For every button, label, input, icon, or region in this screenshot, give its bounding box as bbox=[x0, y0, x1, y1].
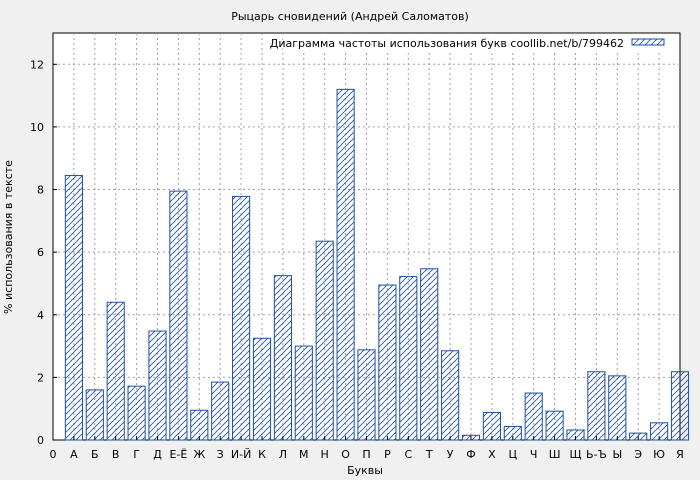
x-tick-label: Э bbox=[634, 448, 642, 461]
bar bbox=[252, 337, 272, 441]
x-tick-label: Ш bbox=[549, 448, 561, 461]
x-tick-label: Б bbox=[91, 448, 99, 461]
bars bbox=[64, 88, 690, 441]
x-tick-label: О bbox=[341, 448, 350, 461]
x-tick-label: К bbox=[258, 448, 266, 461]
x-tick-label: Ф bbox=[466, 448, 475, 461]
x-tick-label: Т bbox=[425, 448, 433, 461]
chart-title: Рыцарь сновидений (Андрей Саломатов) bbox=[231, 10, 469, 23]
x-tick-label: Ц bbox=[509, 448, 518, 461]
bar bbox=[106, 301, 125, 441]
x-tick-label: Н bbox=[321, 448, 329, 461]
x-tick-label: Я bbox=[676, 448, 684, 461]
bar bbox=[399, 276, 418, 441]
x-tick-label: С bbox=[404, 448, 412, 461]
bar bbox=[482, 411, 501, 441]
bar bbox=[378, 284, 397, 441]
x-tick-label: И-Й bbox=[231, 448, 251, 461]
x-tick-label: М bbox=[299, 448, 309, 461]
x-tick-label: Ж bbox=[193, 448, 205, 461]
x-tick-label: Р bbox=[384, 448, 391, 461]
bar bbox=[587, 371, 606, 441]
x-tick-label: Е-Ё bbox=[169, 448, 187, 461]
y-tick-label: 2 bbox=[37, 371, 44, 384]
x-tick-label: З bbox=[217, 448, 224, 461]
bar bbox=[670, 371, 690, 441]
bar bbox=[545, 410, 564, 441]
x-tick-label: Ю bbox=[653, 448, 665, 461]
bar bbox=[127, 385, 146, 441]
y-tick-label: 0 bbox=[37, 434, 44, 447]
y-tick-label: 6 bbox=[37, 246, 44, 259]
legend-label: Диаграмма частоты использования букв coo… bbox=[270, 37, 624, 50]
x-tick-label: Щ bbox=[569, 448, 581, 461]
bar bbox=[336, 88, 355, 441]
bar bbox=[357, 349, 376, 441]
y-tick-label: 8 bbox=[37, 184, 44, 197]
x-tick-label: У bbox=[447, 448, 454, 461]
x-axis-ticks: 0 А Б В Г Д Е-Ё Ж З И-Й К Л М Н О П Р С Т У Ф Х Ц Ч Ш Щ Ь-Ъ Ы Э Ю Я bbox=[50, 436, 684, 461]
legend-box bbox=[283, 34, 678, 52]
x-tick-label: Ь-Ъ bbox=[586, 448, 607, 461]
legend: Диаграмма частоты использования букв coo… bbox=[270, 34, 678, 52]
y-axis-label: % использования в тексте bbox=[2, 160, 15, 314]
y-tick-label: 10 bbox=[30, 121, 44, 134]
bar bbox=[211, 381, 230, 441]
x-tick-label: Л bbox=[279, 448, 287, 461]
y-tick-label: 4 bbox=[37, 309, 44, 322]
bar bbox=[273, 275, 292, 441]
bar bbox=[608, 375, 627, 441]
y-tick-label: 12 bbox=[30, 58, 44, 71]
y-axis-ticks: 0 2 4 6 8 10 12 bbox=[30, 58, 57, 447]
x-tick-label: А bbox=[70, 448, 78, 461]
bar bbox=[232, 195, 251, 441]
x-tick-label: Х bbox=[488, 448, 496, 461]
bar bbox=[315, 240, 334, 441]
x-tick-label: П bbox=[362, 448, 370, 461]
bar bbox=[169, 190, 188, 441]
x-tick-label: В bbox=[112, 448, 120, 461]
x-tick-label: Ы bbox=[612, 448, 622, 461]
legend-swatch bbox=[631, 38, 665, 46]
bar bbox=[85, 389, 104, 441]
x-tick-label: Ч bbox=[530, 448, 538, 461]
x-tick-label: 0 bbox=[50, 448, 57, 461]
x-tick-label: Г bbox=[133, 448, 140, 461]
bar bbox=[420, 268, 439, 441]
bar bbox=[524, 392, 543, 441]
x-axis-label: Буквы bbox=[347, 464, 383, 477]
bar bbox=[64, 174, 83, 441]
bar bbox=[190, 409, 209, 441]
bar bbox=[294, 345, 313, 441]
bar bbox=[148, 330, 167, 441]
bar bbox=[441, 350, 460, 441]
x-tick-label: Д bbox=[153, 448, 162, 461]
